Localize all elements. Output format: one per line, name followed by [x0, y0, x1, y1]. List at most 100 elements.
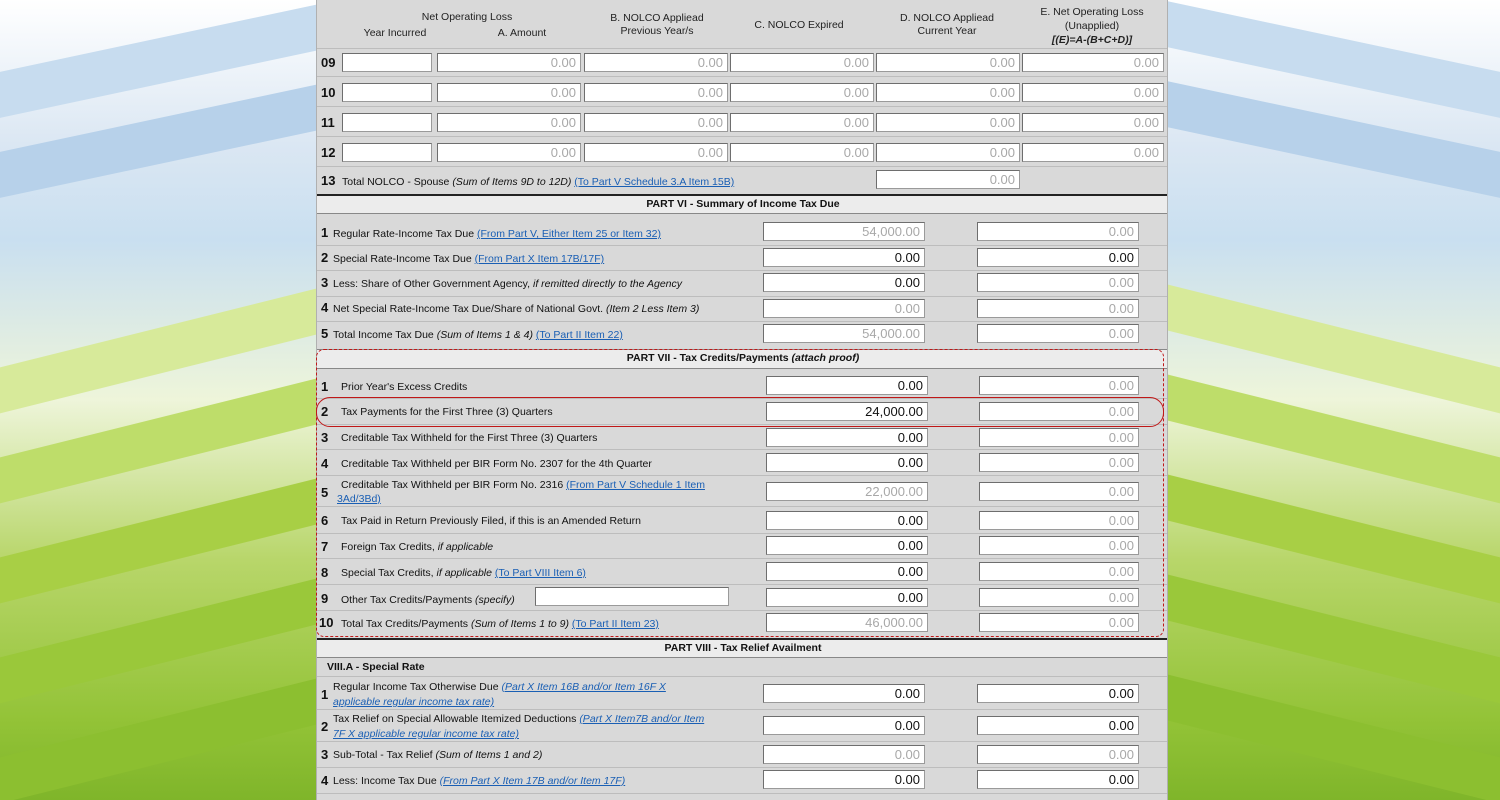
nolco-amount-input[interactable]: 0.00: [437, 143, 581, 162]
part-vii-link-continued[interactable]: 3Ad/3Bd): [337, 493, 381, 505]
net-special-rate-tax-due-input[interactable]: 0.00: [763, 299, 925, 318]
part-vii-link[interactable]: (To Part VIII Item 6): [494, 567, 586, 579]
nolco-expired-input[interactable]: 0.00: [730, 113, 874, 132]
nolco-applied-previous-input[interactable]: 0.00: [584, 113, 728, 132]
share-other-govt-agency-spouse-input[interactable]: 0.00: [977, 273, 1139, 292]
regular-income-tax-otherwise-due-spouse-input[interactable]: 0.00: [977, 684, 1139, 703]
nolco-header-col-d: D. NOLCO Appliead Current Year: [900, 12, 994, 37]
part-vii-row-label: Special Tax Credits, if applicable (To P…: [341, 567, 586, 579]
part-vii-row-label: Tax Paid in Return Previously Filed, if …: [341, 515, 641, 527]
part-vii-row-number: 6: [321, 513, 329, 528]
nolco-total-number: 13: [321, 173, 336, 188]
part-vii-row-number: 7: [321, 539, 329, 554]
nolco-total-label: Total NOLCO - Spouse (Sum of Items 9D to…: [342, 176, 735, 188]
regular-rate-income-tax-due-input[interactable]: 54,000.00: [763, 222, 925, 241]
other-tax-credits-input[interactable]: 0.00: [766, 588, 928, 607]
year-incurred-input[interactable]: [342, 143, 432, 162]
creditable-tax-withheld-2316-spouse-input[interactable]: 0.00: [979, 482, 1139, 501]
part-vii-row-number: 9: [321, 591, 329, 606]
tax-form: Net Operating Loss Year Incurred A. Amou…: [316, 0, 1168, 800]
tax-paid-previous-return-spouse-input[interactable]: 0.00: [979, 511, 1139, 530]
part-vii-row-number: 10: [319, 615, 334, 630]
part-vi-row-number: 5: [321, 326, 329, 341]
part-vii-link[interactable]: (From Part V Schedule 1 Item: [566, 479, 705, 491]
total-tax-credits-input[interactable]: 46,000.00: [766, 613, 928, 632]
other-tax-credits-specify-input[interactable]: [535, 587, 729, 606]
part-vii-row-label: Total Tax Credits/Payments (Sum of Items…: [341, 618, 659, 630]
tax-payments-first-three-quarters-spouse-input[interactable]: 0.00: [979, 402, 1139, 421]
nolco-unapplied-input[interactable]: 0.00: [1022, 53, 1164, 72]
foreign-tax-credits-input[interactable]: 0.00: [766, 536, 928, 555]
nolco-amount-input[interactable]: 0.00: [437, 113, 581, 132]
prior-year-excess-credits-spouse-input[interactable]: 0.00: [979, 376, 1139, 395]
prior-year-excess-credits-input[interactable]: 0.00: [766, 376, 928, 395]
total-income-tax-due-spouse-input[interactable]: 0.00: [977, 324, 1139, 343]
nolco-unapplied-input[interactable]: 0.00: [1022, 113, 1164, 132]
nolco-applied-current-input[interactable]: 0.00: [876, 143, 1020, 162]
tax-relief-itemized-deductions-spouse-input[interactable]: 0.00: [977, 716, 1139, 735]
nolco-unapplied-input[interactable]: 0.00: [1022, 143, 1164, 162]
part-vi-link[interactable]: (From Part X Item 17B/17F): [474, 253, 605, 265]
part-viii-row-number: 4: [321, 773, 329, 788]
creditable-tax-withheld-quarters-input[interactable]: 0.00: [766, 428, 928, 447]
nolco-expired-input[interactable]: 0.00: [730, 83, 874, 102]
special-tax-credits-spouse-input[interactable]: 0.00: [979, 562, 1139, 581]
part-vi-row-label: Net Special Rate-Income Tax Due/Share of…: [333, 303, 700, 315]
creditable-tax-withheld-2307-spouse-input[interactable]: 0.00: [979, 453, 1139, 472]
net-special-rate-tax-due-spouse-input[interactable]: 0.00: [977, 299, 1139, 318]
part-viii-link[interactable]: (Part X Item7B and/or Item: [579, 713, 705, 725]
part-viii-link-continued[interactable]: 7F X applicable regular income tax rate): [333, 728, 519, 740]
part-viii-link[interactable]: (From Part X Item 17B and/or Item 17F): [439, 775, 626, 787]
tax-relief-itemized-deductions-input[interactable]: 0.00: [763, 716, 925, 735]
sub-total-tax-relief-input[interactable]: 0.00: [763, 745, 925, 764]
nolco-applied-previous-input[interactable]: 0.00: [584, 53, 728, 72]
part-viii-row-number: 3: [321, 747, 329, 762]
nolco-header-col-c: C. NOLCO Expired: [754, 19, 844, 31]
other-tax-credits-spouse-input[interactable]: 0.00: [979, 588, 1139, 607]
tax-payments-first-three-quarters-input[interactable]: 24,000.00: [766, 402, 928, 421]
less-income-tax-due-input[interactable]: 0.00: [763, 770, 925, 789]
nolco-amount-input[interactable]: 0.00: [437, 53, 581, 72]
creditable-tax-withheld-quarters-spouse-input[interactable]: 0.00: [979, 428, 1139, 447]
regular-income-tax-otherwise-due-input[interactable]: 0.00: [763, 684, 925, 703]
nolco-applied-previous-input[interactable]: 0.00: [584, 143, 728, 162]
nolco-unapplied-input[interactable]: 0.00: [1022, 83, 1164, 102]
nolco-applied-previous-input[interactable]: 0.00: [584, 83, 728, 102]
nolco-expired-input[interactable]: 0.00: [730, 143, 874, 162]
regular-rate-income-tax-due-spouse-input[interactable]: 0.00: [977, 222, 1139, 241]
nolco-applied-current-input[interactable]: 0.00: [876, 53, 1020, 72]
part-viii-link[interactable]: (Part X Item 16B and/or Item 16F X: [501, 681, 666, 693]
nolco-amount-input[interactable]: 0.00: [437, 83, 581, 102]
year-incurred-input[interactable]: [342, 83, 432, 102]
total-nolco-spouse-input[interactable]: 0.00: [876, 170, 1020, 189]
nolco-expired-input[interactable]: 0.00: [730, 53, 874, 72]
nolco-header-amount: A. Amount: [497, 27, 547, 39]
nolco-applied-current-input[interactable]: 0.00: [876, 113, 1020, 132]
share-other-govt-agency-input[interactable]: 0.00: [763, 273, 925, 292]
sub-total-tax-relief-spouse-input[interactable]: 0.00: [977, 745, 1139, 764]
part-vii-row-number: 4: [321, 456, 329, 471]
part-vi-row-label: Total Income Tax Due (Sum of Items 1 & 4…: [333, 329, 623, 341]
special-rate-income-tax-due-input[interactable]: 0.00: [763, 248, 925, 267]
less-income-tax-due-spouse-input[interactable]: 0.00: [977, 770, 1139, 789]
total-tax-credits-spouse-input[interactable]: 0.00: [979, 613, 1139, 632]
total-income-tax-due-input[interactable]: 54,000.00: [763, 324, 925, 343]
part-vi-row-number: 2: [321, 250, 329, 265]
part-vi-link[interactable]: (To Part II Item 22): [535, 329, 623, 341]
part-viii-subtitle: VIII.A - Special Rate: [327, 661, 425, 673]
nolco-applied-current-input[interactable]: 0.00: [876, 83, 1020, 102]
special-rate-income-tax-due-spouse-input[interactable]: 0.00: [977, 248, 1139, 267]
part-vii-link[interactable]: (To Part II Item 23): [571, 618, 659, 630]
part-viii-row-number: 1: [321, 687, 329, 702]
nolco-total-link[interactable]: (To Part V Schedule 3.A Item 15B): [574, 176, 735, 188]
year-incurred-input[interactable]: [342, 113, 432, 132]
part-viii-link-continued[interactable]: applicable regular income tax rate): [333, 696, 495, 708]
creditable-tax-withheld-2307-input[interactable]: 0.00: [766, 453, 928, 472]
tax-paid-previous-return-input[interactable]: 0.00: [766, 511, 928, 530]
year-incurred-input[interactable]: [342, 53, 432, 72]
part-vi-link[interactable]: (From Part V, Either Item 25 or Item 32): [476, 228, 661, 240]
foreign-tax-credits-spouse-input[interactable]: 0.00: [979, 536, 1139, 555]
part-viii-row-label: Sub-Total - Tax Relief (Sum of Items 1 a…: [333, 749, 543, 761]
creditable-tax-withheld-2316-input[interactable]: 22,000.00: [766, 482, 928, 501]
special-tax-credits-input[interactable]: 0.00: [766, 562, 928, 581]
